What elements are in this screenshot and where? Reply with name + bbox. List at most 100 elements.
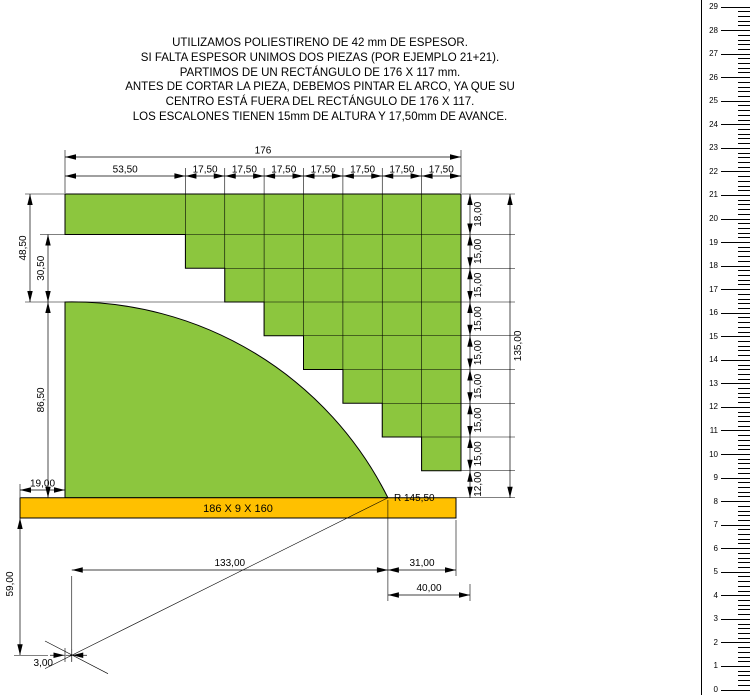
ruler-tick-minor [738, 322, 750, 324]
ruler-number: 28 [709, 25, 718, 35]
ruler-number: 0 [713, 685, 718, 694]
note-line: CENTRO ESTÁ FUERA DEL RECTÁNGULO DE 176 … [165, 96, 475, 109]
ruler-tick-minor [738, 482, 750, 484]
ruler-tick-minor [738, 392, 750, 394]
ruler-tick-minor [738, 486, 750, 488]
ruler-tick-minor [738, 373, 750, 375]
ruler-tick-minor [738, 534, 750, 536]
ruler-number: 14 [709, 355, 718, 365]
ruler-number: 22 [709, 166, 718, 176]
dim-right-total: 135,00 [507, 194, 524, 498]
ruler-tick-major [721, 265, 750, 267]
ruler-tick-minor [738, 425, 750, 427]
dim-label: 17,50 [193, 165, 218, 176]
ruler-tick-major [721, 312, 750, 314]
dim-label-top-total: 176 [255, 146, 272, 157]
dim-label: 40,00 [416, 583, 441, 594]
ruler-number: 19 [709, 237, 718, 247]
ruler-tick-minor [738, 345, 750, 347]
ruler-tick-minor [738, 209, 750, 211]
ruler-number: 5 [713, 567, 718, 577]
dim-top-segments: 53,50 17,50 17,50 17,50 17,50 17,50 17,5… [65, 165, 461, 179]
ruler-tick-major [721, 171, 750, 173]
ruler-tick-major [721, 242, 750, 244]
ruler-tick-major [721, 359, 750, 361]
ruler-tick-minor [738, 623, 750, 625]
ruler-tick-minor [738, 538, 750, 540]
ruler-tick-major [721, 6, 750, 8]
ruler-tick-minor [738, 63, 750, 65]
ruler-tick-minor [738, 505, 750, 507]
ruler-tick-minor [738, 439, 750, 441]
ruler-tick-minor [738, 176, 750, 178]
ruler-tick-minor [738, 647, 750, 649]
dim-label: 31,00 [409, 558, 434, 569]
ruler-number: 27 [709, 49, 718, 59]
ruler-tick-minor [738, 491, 750, 493]
ruler-tick-minor [738, 143, 750, 145]
ruler-tick-major [721, 406, 750, 408]
dim-label: 48,50 [18, 235, 29, 260]
dim-label: 59,00 [5, 571, 16, 596]
arc-fan-shape [64, 301, 389, 499]
ruler-tick-minor [738, 614, 750, 616]
dim-label: 133,00 [215, 558, 246, 569]
ruler-number: 23 [709, 143, 718, 153]
horizontal-extension-lines [25, 193, 515, 499]
ruler-tick-minor [738, 138, 750, 140]
note-line: UTILIZAMOS POLIESTIRENO DE 42 mm DE ESPE… [172, 37, 468, 49]
ruler-tick-minor [738, 552, 750, 554]
ruler-tick-major [721, 454, 750, 455]
ruler-tick-minor [738, 632, 750, 634]
ruler-number: 4 [713, 590, 718, 600]
ruler-tick-minor [738, 232, 750, 234]
ruler-tick-minor [738, 496, 750, 498]
ruler-tick-minor [738, 684, 750, 686]
ruler-tick-major [721, 30, 750, 32]
ruler-tick-minor [738, 585, 750, 587]
ruler-tick-minor [738, 25, 750, 27]
ruler-tick-minor [738, 435, 750, 437]
ruler-tick-minor [738, 355, 750, 357]
ruler-tick-minor [738, 472, 750, 474]
base-bar-label: 186 X 9 X 160 [203, 503, 273, 515]
dim-label: 15,00 [473, 306, 484, 331]
ruler-tick-minor [738, 510, 750, 512]
ruler-tick-minor [738, 152, 750, 154]
ruler-number: 18 [709, 261, 718, 271]
ruler-number: 3 [713, 614, 718, 624]
ruler-tick-minor [738, 519, 750, 521]
ruler-tick-minor [738, 656, 750, 658]
ruler-tick-minor [738, 48, 750, 50]
ruler-tick-major [721, 665, 750, 667]
ruler-number: 9 [713, 473, 718, 483]
ruler-tick-minor [738, 166, 750, 168]
ruler-tick-minor [738, 180, 750, 182]
ruler-tick-minor [738, 468, 750, 470]
ruler-tick-minor [738, 129, 750, 130]
ruler-tick-minor [738, 185, 750, 187]
ruler-tick-minor [738, 369, 750, 371]
note-line: ANTES DE CORTAR LA PIEZA, DEBEMOS PINTAR… [125, 81, 515, 94]
ruler-number: 26 [709, 72, 718, 82]
ruler-number: 11 [709, 425, 718, 435]
ruler-tick-minor [738, 227, 750, 229]
ruler-tick-minor [738, 67, 750, 69]
ruler-tick-minor [738, 161, 750, 163]
ruler-tick-minor [738, 444, 750, 446]
ruler-tick-minor [738, 58, 750, 60]
ruler-tick-minor [738, 449, 750, 451]
ruler-number: 13 [709, 378, 718, 388]
ruler-tick-minor [738, 411, 750, 413]
ruler-tick-minor [738, 651, 750, 653]
ruler-tick-minor [738, 581, 750, 583]
ruler-tick-minor [738, 199, 750, 201]
ruler-tick-major [721, 194, 750, 196]
ruler-number: 20 [709, 214, 718, 223]
ruler-tick-major [721, 501, 750, 503]
ruler-tick-minor [738, 91, 750, 93]
ruler-number: 21 [709, 190, 718, 200]
ruler-tick-major [721, 689, 750, 691]
dim-label: 15,00 [473, 373, 484, 398]
dim-label: 3,00 [34, 658, 54, 669]
